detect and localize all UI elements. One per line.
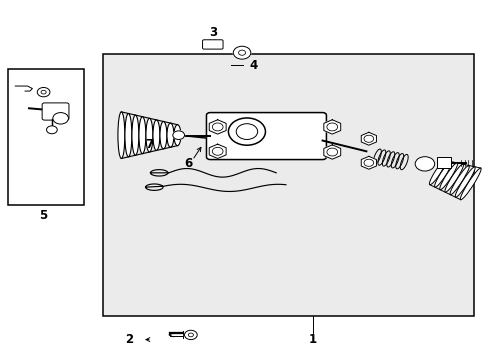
Text: 5: 5 [40, 210, 48, 222]
Text: 2: 2 [124, 333, 133, 346]
Circle shape [236, 124, 257, 139]
Bar [103, 54, 473, 316]
Polygon shape [323, 120, 340, 134]
Ellipse shape [160, 121, 166, 149]
Ellipse shape [145, 118, 153, 152]
Ellipse shape [459, 168, 480, 200]
Polygon shape [209, 144, 225, 158]
Ellipse shape [428, 160, 445, 185]
FancyBboxPatch shape [206, 113, 326, 159]
Ellipse shape [174, 125, 181, 146]
Ellipse shape [132, 115, 139, 155]
Text: 7: 7 [145, 138, 153, 150]
Text: 1: 1 [308, 333, 316, 346]
Text: 6: 6 [184, 157, 192, 170]
Bar [8, 69, 83, 205]
Circle shape [184, 330, 197, 339]
Circle shape [172, 131, 184, 139]
Polygon shape [323, 145, 340, 159]
Circle shape [37, 87, 50, 97]
Ellipse shape [124, 113, 132, 157]
Ellipse shape [454, 167, 474, 197]
Ellipse shape [139, 117, 145, 154]
Ellipse shape [118, 112, 124, 158]
Circle shape [233, 46, 250, 59]
Bar [436, 157, 450, 168]
Polygon shape [361, 132, 376, 145]
FancyBboxPatch shape [42, 103, 69, 120]
Circle shape [46, 126, 57, 134]
Ellipse shape [449, 166, 468, 195]
Text: 3: 3 [208, 27, 216, 40]
Ellipse shape [166, 123, 174, 147]
Ellipse shape [153, 120, 160, 150]
Circle shape [228, 118, 265, 145]
Ellipse shape [444, 164, 463, 192]
FancyBboxPatch shape [202, 40, 223, 49]
Text: 4: 4 [249, 59, 257, 72]
Polygon shape [361, 156, 376, 169]
Circle shape [414, 157, 434, 171]
Ellipse shape [439, 163, 457, 190]
Ellipse shape [434, 162, 451, 187]
Polygon shape [209, 120, 225, 134]
Circle shape [53, 113, 68, 124]
